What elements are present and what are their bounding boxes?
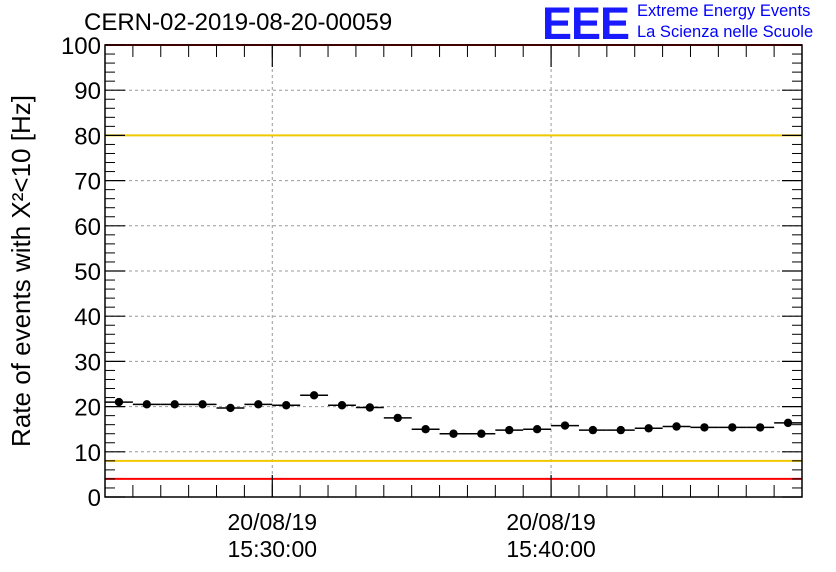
eee-logo: EEE — [542, 0, 630, 49]
data-point — [198, 400, 207, 409]
axis-ticks — [105, 44, 802, 498]
data-point — [142, 400, 152, 409]
data-point — [700, 423, 709, 432]
data-point — [728, 423, 737, 432]
y-axis-label: Rate of events with X²<10 [Hz] — [6, 95, 36, 447]
data-point — [616, 425, 625, 435]
y-tick-label: 90 — [74, 78, 101, 105]
data-point — [170, 400, 179, 409]
reference-lines — [105, 44, 802, 480]
data-point — [755, 423, 765, 432]
data-point — [114, 397, 124, 407]
data-point — [477, 429, 486, 438]
chart-title: CERN-02-2019-08-20-00059 — [84, 9, 393, 36]
data-point — [783, 418, 793, 428]
data-point — [560, 421, 570, 430]
data-point — [365, 403, 375, 412]
data-point — [672, 422, 681, 431]
y-tick-label: 30 — [74, 349, 101, 376]
data-point — [393, 413, 402, 423]
y-tick-label: 40 — [74, 304, 101, 331]
org-name-line2: La Scienza nelle Scuole — [637, 23, 814, 41]
grid — [105, 45, 802, 497]
x-tick-date-label: 20/08/19 — [506, 509, 596, 535]
x-tick-time-label: 15:30:00 — [228, 536, 318, 562]
x-tick-time-label: 15:40:00 — [506, 536, 596, 562]
x-tick-date-label: 20/08/19 — [228, 509, 318, 535]
data-point — [644, 424, 653, 433]
org-name-line1: Extreme Energy Events — [637, 2, 811, 20]
data-point — [505, 425, 514, 435]
y-tick-label: 80 — [74, 123, 101, 150]
data-series — [105, 391, 802, 438]
y-tick-label: 100 — [61, 33, 101, 60]
y-tick-label: 0 — [88, 485, 101, 512]
data-point — [421, 425, 430, 434]
data-point — [282, 401, 291, 410]
y-tick-label: 50 — [74, 259, 101, 286]
data-point — [532, 425, 542, 434]
data-point — [337, 401, 347, 410]
y-tick-label: 20 — [74, 395, 101, 422]
y-tick-label: 60 — [74, 214, 101, 241]
y-tick-label: 70 — [74, 169, 101, 196]
axis-labels: 010203040506070809010020/08/1915:30:0020… — [61, 33, 596, 562]
data-point — [588, 425, 598, 435]
y-tick-label: 10 — [74, 440, 101, 467]
data-point — [449, 429, 458, 438]
data-point — [226, 403, 235, 413]
data-point — [309, 391, 319, 400]
data-point — [254, 400, 263, 409]
